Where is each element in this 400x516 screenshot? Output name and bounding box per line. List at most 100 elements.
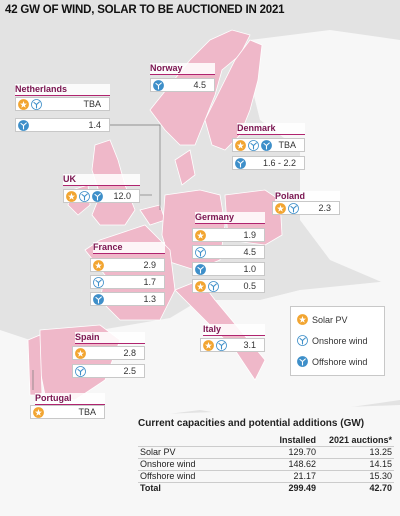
row-value: 4.5 [193, 80, 206, 90]
icon-f [93, 294, 104, 305]
row-icons [235, 158, 246, 169]
row-label: Solar PV [140, 447, 176, 457]
icon-o [75, 366, 86, 377]
table: Current capacities and potential additio… [138, 418, 394, 494]
icon-o [297, 335, 308, 346]
cell: 299.49 [288, 483, 316, 493]
row-value: 1.6 - 2.2 [262, 158, 296, 168]
country-label: France [93, 242, 165, 254]
icon-s [18, 99, 29, 110]
icon-o [248, 140, 259, 151]
country-row: 1.4 [15, 118, 110, 132]
country-row: TBA [15, 97, 110, 111]
icon-s [195, 230, 206, 241]
cell: 148.62 [288, 459, 316, 469]
icon-o [31, 99, 42, 110]
row-icons [195, 281, 219, 292]
cell: 129.70 [288, 447, 316, 457]
land-south [0, 405, 400, 516]
title: 42 GW OF WIND, SOLAR TO BE AUCTIONED IN … [5, 4, 285, 16]
icon-f [235, 158, 246, 169]
row-value: 1.9 [243, 230, 256, 240]
row-value: 1.3 [143, 294, 156, 304]
row-icons [93, 294, 104, 305]
row-value: 2.9 [143, 260, 156, 270]
icon-s [33, 407, 44, 418]
legend-label: Onshore wind [312, 335, 368, 346]
icon-f [297, 356, 308, 367]
cell: 15.30 [369, 471, 392, 481]
country-label: Italy [203, 324, 265, 336]
icon-s [75, 348, 86, 359]
column-header: 2021 auctions* [328, 435, 392, 445]
country-label: Spain [75, 332, 145, 344]
row-value: 1.4 [88, 120, 101, 130]
table-row: Offshore wind 21.17 15.30 [138, 471, 394, 483]
row-icons [18, 120, 29, 131]
icon-f [92, 191, 103, 202]
row-icons [93, 277, 104, 288]
icon-o [216, 340, 227, 351]
icon-s [235, 140, 246, 151]
row-value: TBA [278, 140, 296, 150]
country-label: Portugal [35, 393, 105, 405]
row-icons [195, 230, 206, 241]
legend-label: Solar PV [312, 314, 348, 325]
country-row: 2.5 [72, 364, 145, 378]
row-icons [93, 260, 104, 271]
country-row: 2.8 [72, 346, 145, 360]
country-row: 2.3 [272, 201, 340, 215]
country-label: Netherlands [15, 84, 110, 96]
row-value: 1.7 [143, 277, 156, 287]
row-value: 12.0 [113, 191, 131, 201]
icon-f [153, 80, 164, 91]
legend-entry: Offshore wind [297, 356, 367, 367]
icon-f [261, 140, 272, 151]
row-icons [75, 366, 86, 377]
row-icons [153, 80, 164, 91]
country-label: Germany [195, 212, 265, 224]
icon-f [195, 264, 206, 275]
country-row: 1.9 [192, 228, 265, 242]
row-icons [235, 140, 272, 151]
icon-o [195, 247, 206, 258]
country-row: 4.5 [150, 78, 215, 92]
legend-label: Offshore wind [312, 356, 368, 367]
row-value: 4.5 [243, 247, 256, 257]
cell: 14.15 [369, 459, 392, 469]
country-row: 1.0 [192, 262, 265, 276]
country-row: 0.5 [192, 279, 265, 293]
country-label: UK [63, 174, 140, 186]
table-row: Onshore wind 148.62 14.15 [138, 459, 394, 471]
icon-s [195, 281, 206, 292]
leaders [32, 124, 161, 390]
row-icons [203, 340, 227, 351]
country-row: 3.1 [200, 338, 265, 352]
legend-entry: Solar PV [297, 314, 348, 325]
icon-s [203, 340, 214, 351]
table-row: Solar PV 129.70 13.25 [138, 447, 394, 459]
cell: 13.25 [369, 447, 392, 457]
icon-s [297, 314, 308, 325]
icon-o [93, 277, 104, 288]
portugal [27, 334, 43, 396]
legend-entry: Onshore wind [297, 335, 368, 346]
country-row: 1.3 [90, 292, 165, 306]
cell: 21.17 [293, 471, 316, 481]
row-icons [18, 99, 42, 110]
row-icons [195, 264, 206, 275]
row-value: TBA [78, 407, 96, 417]
row-value: 1.0 [243, 264, 256, 274]
row-value: 2.5 [123, 366, 136, 376]
row-value: 2.3 [318, 203, 331, 213]
icon-s [66, 191, 77, 202]
row-value: 3.1 [243, 340, 256, 350]
leader-line [110, 124, 161, 210]
row-label: Offshore wind [140, 471, 196, 481]
row-icons [275, 203, 299, 214]
country-label: Denmark [237, 123, 305, 135]
row-label: Onshore wind [140, 459, 196, 469]
row-icons [33, 407, 44, 418]
row-icons [195, 247, 206, 258]
